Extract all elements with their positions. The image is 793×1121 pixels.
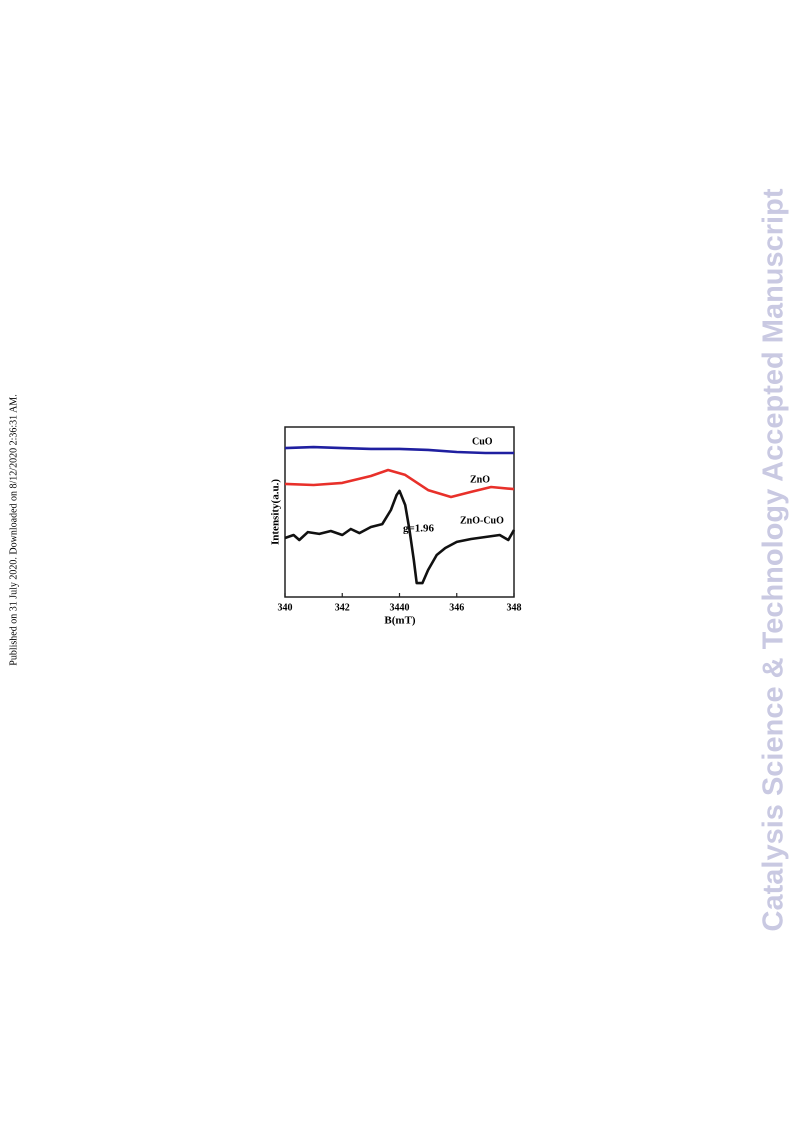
line-series — [284, 489, 516, 585]
x-axis-label: B(mT) — [384, 615, 416, 627]
x-tick-label: 346 — [449, 602, 464, 613]
line-series — [284, 445, 514, 455]
side-note: Published on 31 July 2020. Downloaded on… — [8, 394, 19, 665]
watermark: Catalysis Science & Technology Accepted … — [758, 188, 790, 931]
line-series — [284, 468, 515, 499]
series-label: CuO — [472, 436, 493, 447]
series-label: ZnO-CuO — [460, 515, 504, 526]
series-label: ZnO — [470, 474, 490, 485]
x-tick-label: 340 — [278, 602, 293, 613]
x-tick-label: 3440 — [390, 602, 410, 613]
x-tick-label: 342 — [335, 602, 350, 613]
y-axis-label: Intensity(a.u.) — [270, 479, 282, 545]
x-tick-label: 348 — [507, 602, 522, 613]
